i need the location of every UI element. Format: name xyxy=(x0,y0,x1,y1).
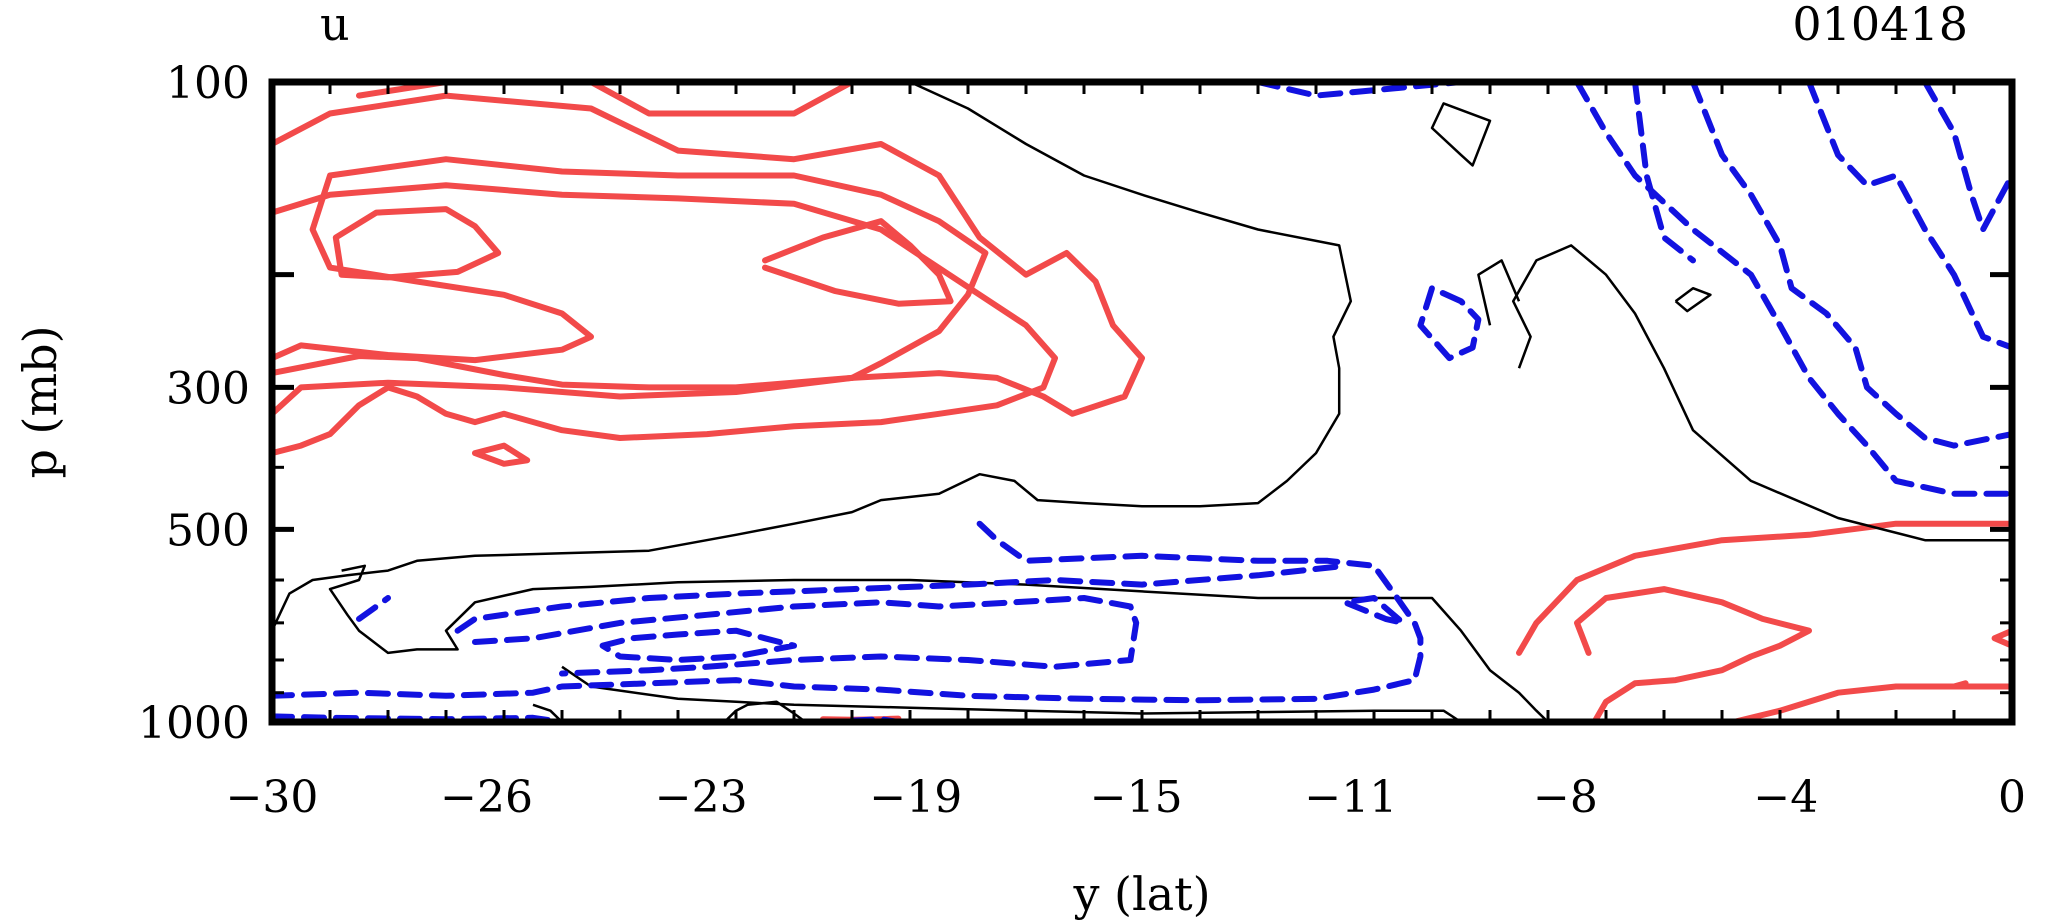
contour-negative-34 xyxy=(1806,79,2015,351)
contour-positive-1 xyxy=(588,79,855,117)
contour-positive-2 xyxy=(269,92,1145,417)
x-tick-label: −11 xyxy=(1304,772,1397,823)
x-tick-label: −15 xyxy=(1090,772,1183,823)
y-tick-label: 100 xyxy=(166,58,250,109)
contour-positive-9 xyxy=(1574,586,1812,725)
x-tick-label: −23 xyxy=(655,772,748,823)
plot-frame xyxy=(268,78,2016,726)
contour-negative-27 xyxy=(472,595,1140,677)
contour-zero-16 xyxy=(561,665,1462,724)
contour-negative-30 xyxy=(1417,285,1482,362)
contour-positive-12 xyxy=(1991,627,2015,649)
contour-zero-15 xyxy=(328,564,1549,723)
contour-positive-3 xyxy=(269,156,989,417)
contour-negative-24 xyxy=(269,520,1424,704)
contour-negative-36 xyxy=(1632,79,1696,264)
contour-positive-5 xyxy=(762,218,954,307)
contour-zero-14 xyxy=(270,80,1353,632)
contour-zero-19 xyxy=(1511,244,2012,542)
x-tick-label: −4 xyxy=(1753,772,1818,823)
y-axis-label: p (mb) xyxy=(13,325,67,478)
contour-zero-18 xyxy=(723,700,807,724)
contour-negative-29 xyxy=(1342,595,1406,626)
contour-negative-32 xyxy=(1574,79,2015,497)
y-tick-label: 1000 xyxy=(138,698,250,749)
chart-title: u xyxy=(320,0,350,51)
contour-positive-7 xyxy=(472,442,531,467)
x-tick-label: −26 xyxy=(440,772,533,823)
contour-zero-22 xyxy=(1674,286,1712,313)
x-tick-label: 0 xyxy=(1998,772,2026,823)
contour-positive-6 xyxy=(269,182,1058,457)
y-tick-label: 300 xyxy=(166,363,250,414)
contour-positive-8 xyxy=(1516,520,2015,656)
contour-negative-26 xyxy=(454,562,1348,634)
contour-zero-17 xyxy=(532,703,563,723)
contour-positive-10 xyxy=(1730,683,2015,725)
contour-lines xyxy=(269,79,2015,725)
chart-date-label: 010418 xyxy=(1792,0,1968,51)
contour-zero-20 xyxy=(1477,259,1521,326)
contour-positive-4 xyxy=(332,206,502,281)
y-tick-label: 500 xyxy=(166,505,250,556)
x-axis-label: y (lat) xyxy=(1072,867,1210,921)
contour-positive-11 xyxy=(1951,680,1969,690)
contour-negative-28 xyxy=(599,627,797,663)
contour-negative-35 xyxy=(1922,79,2015,233)
contour-negative-25 xyxy=(356,595,391,622)
axis-ticks xyxy=(272,82,2012,722)
x-tick-label: −8 xyxy=(1533,772,1598,823)
contour-zero-21 xyxy=(1430,102,1492,167)
contour-negative-33 xyxy=(1690,79,2015,449)
tick-labels: −30 −26 −23 −19 −15 −11 −8 −4 0 100 300 500 1000 xyxy=(138,58,2026,823)
x-tick-label: −19 xyxy=(869,772,962,823)
x-tick-label: −30 xyxy=(226,772,319,823)
